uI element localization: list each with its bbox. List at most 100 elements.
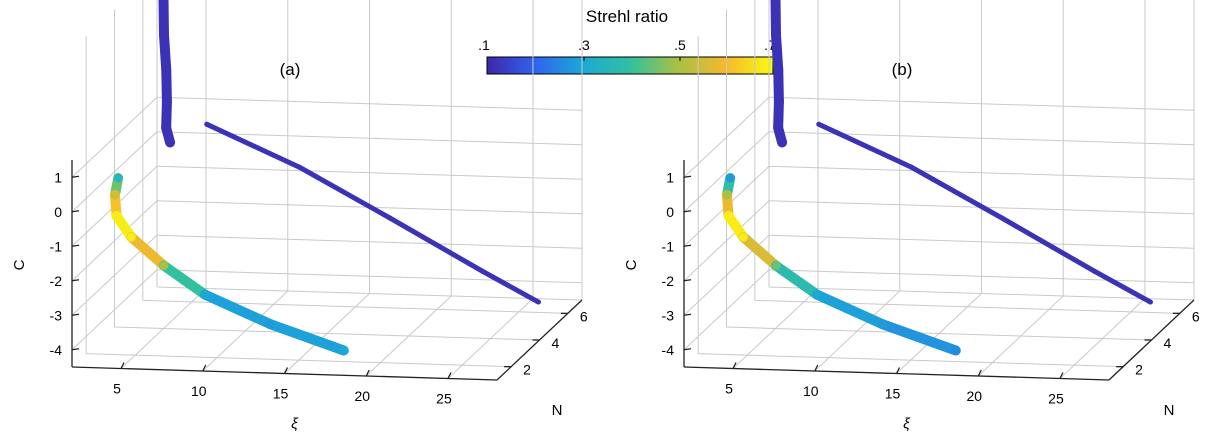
data-point (725, 173, 735, 183)
data-segment (158, 260, 210, 300)
data-point (771, 30, 781, 40)
data-point (812, 290, 822, 300)
grid-line (768, 165, 1195, 180)
grid-line (71, 96, 158, 178)
data-point (112, 211, 122, 221)
x-tick-label: 10 (803, 383, 819, 399)
x-tick (895, 367, 901, 374)
z-tick (683, 210, 692, 213)
data-point (110, 190, 120, 200)
data-point (777, 137, 787, 147)
x-axis-label: ξ (291, 416, 299, 433)
data-point (126, 232, 136, 242)
y-axis-label: N (1164, 402, 1175, 419)
data-point (877, 319, 887, 329)
panel-label: (b) (892, 60, 913, 79)
data-segment (999, 215, 1098, 274)
data-point (722, 190, 732, 200)
z-tick (71, 244, 80, 247)
data-point (951, 346, 961, 356)
data-point (535, 299, 541, 305)
grid-line (156, 96, 583, 111)
data-point (480, 268, 486, 274)
data-segment (773, 64, 784, 107)
x-tick (814, 364, 819, 372)
x-tick (977, 369, 982, 377)
data-point (387, 215, 393, 221)
data-point (999, 215, 1005, 221)
grid-line (768, 286, 1195, 301)
data-segment (158, 29, 172, 75)
data-segment (738, 232, 781, 271)
z-tick-label: -2 (50, 273, 63, 289)
data-segment (877, 319, 961, 356)
z-tick (71, 279, 80, 282)
data-point (339, 346, 349, 356)
y-tick-label: 2 (523, 362, 531, 378)
y-tick-label: 4 (552, 335, 560, 351)
data-point (165, 137, 175, 147)
data-segment (296, 164, 393, 221)
x-tick (447, 372, 452, 379)
x-tick-label: 25 (436, 391, 452, 407)
grid-line (71, 131, 158, 213)
data-point (724, 211, 734, 221)
data-point (204, 121, 210, 127)
data-segment (387, 215, 486, 274)
z-tick-label: -1 (50, 238, 63, 254)
x-tick-label: 5 (725, 381, 733, 397)
x-tick-label: 15 (885, 386, 901, 402)
grid-line (683, 131, 770, 213)
data-segment (770, 29, 784, 75)
data-segment (199, 289, 276, 330)
data-point (1147, 299, 1153, 305)
grid-line (156, 269, 583, 284)
grid-line (142, 299, 568, 314)
data-point (771, 0, 781, 6)
z-tick-label: 1 (54, 169, 62, 185)
z-tick-label: -3 (662, 307, 675, 323)
z-tick (683, 313, 692, 316)
grid-line (114, 326, 540, 341)
x-tick-label: 5 (113, 381, 121, 397)
data-point (1092, 268, 1098, 274)
z-axis-label: C (623, 259, 640, 270)
data-point (161, 123, 171, 133)
z-axis-label: C (11, 259, 28, 270)
z-tick-label: -2 (662, 273, 675, 289)
data-point (816, 121, 822, 127)
data-segment (204, 121, 302, 170)
data-segment (811, 289, 888, 330)
grid-line (768, 96, 1195, 111)
data-point (159, 30, 169, 40)
colorbar-title: Strehl ratio (586, 7, 668, 26)
y-axis-label: N (552, 402, 563, 419)
grid-line (754, 299, 1180, 314)
x-tick-label: 20 (354, 388, 370, 404)
data-point (113, 173, 123, 183)
data-segment (770, 260, 822, 300)
y-tick-label: 6 (580, 308, 588, 324)
data-segment (816, 121, 914, 170)
x-tick-label: 25 (1048, 391, 1064, 407)
data-point (200, 290, 210, 300)
colorbar-tick-label: .5 (674, 37, 686, 53)
x-tick (283, 367, 289, 374)
grid-line (683, 96, 770, 178)
x-tick (732, 362, 737, 369)
data-segment (480, 268, 541, 305)
x-tick (1059, 372, 1064, 379)
grid-line (768, 269, 1195, 284)
data-segment (1092, 268, 1153, 305)
data-point (738, 232, 748, 242)
grid-line (156, 165, 583, 180)
x-tick (120, 362, 125, 369)
x-tick-label: 10 (191, 383, 207, 399)
data-point (908, 164, 914, 170)
grid-line (726, 326, 1152, 341)
x-axis-label: ξ (903, 416, 911, 433)
data-point (771, 261, 781, 271)
y-tick-label: 6 (1192, 308, 1200, 324)
